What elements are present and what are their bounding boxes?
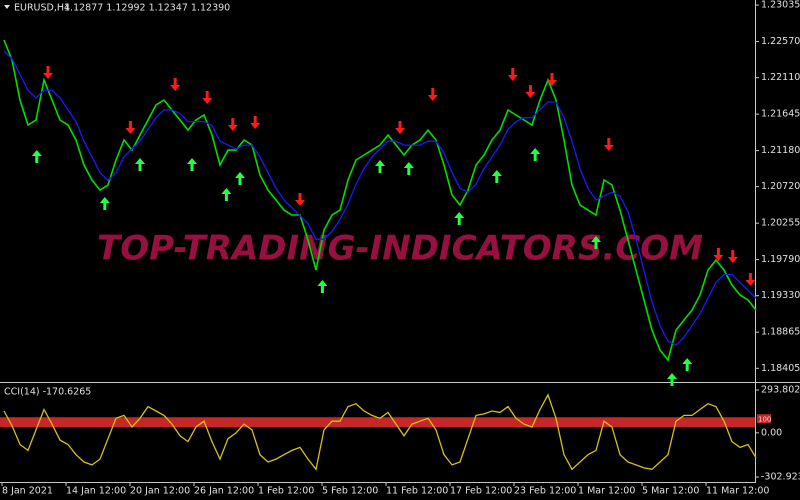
level-label-box <box>757 414 771 424</box>
indicator-title: CCI(14) -170.6265 <box>4 387 91 398</box>
x-tick-label: 14 Jan 12:00 <box>66 486 126 497</box>
buy-arrow <box>667 373 677 387</box>
sell-arrow <box>507 68 518 82</box>
sell-arrow <box>170 77 181 91</box>
y-tick-label: 1.18405 <box>761 363 800 374</box>
series-line <box>3 39 757 362</box>
buy-arrow <box>682 357 693 371</box>
x-tick-label: 26 Jan 12:00 <box>194 486 254 497</box>
series-line <box>3 50 757 346</box>
buy-arrow <box>135 157 145 171</box>
sell-arrow <box>250 116 261 130</box>
x-tick-label: 5 Feb 12:00 <box>322 486 378 497</box>
buy-arrow <box>317 280 328 294</box>
x-tick-label: 20 Jan 12:00 <box>130 486 190 497</box>
x-tick-label: 11 Mar 12:00 <box>706 486 769 497</box>
y-tick-label: -302.9234 <box>761 472 800 483</box>
series-line <box>3 393 757 471</box>
buy-arrow <box>31 150 42 164</box>
x-tick-label: 1 Mar 12:00 <box>578 486 635 497</box>
x-tick-label: 23 Feb 12:00 <box>514 486 576 497</box>
symbol-title: EURUSD,H4 <box>14 3 70 14</box>
sell-arrow <box>202 90 213 104</box>
buy-arrow <box>530 148 541 162</box>
x-tick-label: 8 Jan 2021 <box>2 486 53 497</box>
sell-arrow <box>525 85 536 99</box>
sell-arrow <box>745 273 756 287</box>
y-tick-label: 1.19790 <box>761 254 800 265</box>
y-tick-label: 1.22110 <box>761 72 800 83</box>
buy-arrow <box>591 236 601 250</box>
x-tick-label: 5 Mar 12:00 <box>642 486 699 497</box>
x-tick-label: 17 Feb 12:00 <box>450 486 512 497</box>
y-tick-label: 0.00 <box>761 427 782 438</box>
buy-arrow <box>454 212 465 226</box>
y-tick-label: 293.8027 <box>761 385 800 396</box>
buy-arrow <box>187 157 197 171</box>
sell-arrow <box>395 121 405 135</box>
x-tick-label: 11 Feb 12:00 <box>386 486 448 497</box>
watermark: TOP-TRADING-INDICATORS.COM <box>97 229 703 269</box>
y-tick-label: 1.23035 <box>761 0 800 11</box>
y-tick-label: 1.21180 <box>761 145 800 156</box>
y-tick-label: 1.20720 <box>761 181 800 192</box>
y-tick-label: 1.18865 <box>761 327 800 338</box>
sell-arrow <box>603 138 614 152</box>
menu-icon[interactable] <box>4 5 10 9</box>
y-tick-label: 1.19330 <box>761 290 800 301</box>
sell-arrow <box>547 73 557 87</box>
sell-arrow <box>125 121 136 135</box>
sell-arrow <box>227 117 238 131</box>
sell-arrow <box>427 88 438 102</box>
buy-arrow <box>375 160 385 174</box>
level-label: 100 <box>758 415 771 423</box>
buy-arrow <box>221 188 232 202</box>
sell-arrow <box>43 65 53 79</box>
y-tick-label: 1.20255 <box>761 218 800 229</box>
buy-arrow <box>403 161 414 175</box>
y-tick-label: 1.21645 <box>761 109 800 120</box>
buy-arrow <box>99 197 110 211</box>
sell-arrow <box>295 193 305 207</box>
buy-arrow <box>491 169 502 183</box>
quote-text: 1.12877 1.12992 1.12347 1.12390 <box>64 3 230 14</box>
sell-arrow <box>727 249 738 263</box>
sell-arrow <box>713 248 724 262</box>
buy-arrow <box>235 172 245 186</box>
x-tick-label: 1 Feb 12:00 <box>258 486 314 497</box>
y-tick-label: 1.22570 <box>761 36 800 47</box>
